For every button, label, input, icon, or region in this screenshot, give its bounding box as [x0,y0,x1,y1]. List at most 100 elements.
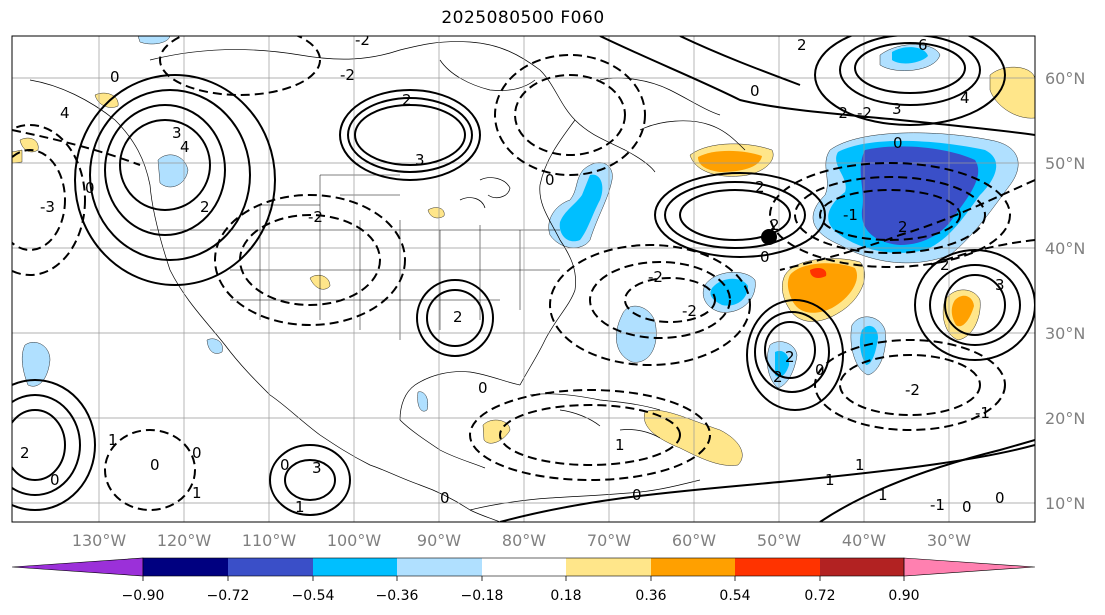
contour-high-canada [339,89,481,181]
contour-south [499,444,1035,522]
contour-label: 0 [962,498,972,516]
map-frame [11,35,1036,523]
lon-label: 130°W [72,531,127,550]
lat-label: 50°N [1045,154,1085,173]
contour-label: 2 [785,348,795,366]
contour-label: 0 [893,134,903,152]
contour-low-us [239,214,381,306]
contour-low-central [549,244,751,366]
contour-low-west [12,124,86,276]
contour-label: 6 [918,36,928,54]
contour-high-atlantic [664,181,806,249]
shade-light-blue [417,391,428,412]
contour-label: 2 [200,198,210,216]
lon-label: 80°W [502,531,546,550]
contour-label: 3 [312,459,322,477]
contour-label: 2 [402,91,412,109]
contour-label: -2 [905,381,920,399]
contour-low-band [779,179,1035,271]
contour-low-atlantic [769,162,1011,268]
contour-high-gulf [426,289,484,347]
lat-label: 40°N [1045,239,1085,258]
contour-low-carib [499,404,681,466]
shade-red [810,268,827,278]
contour-high-sw [12,394,81,496]
graticule [12,36,1035,522]
latitude-labels: 60°N 50°N 40°N 30°N 20°N 10°N [1045,69,1085,513]
shade-light-blue [206,338,223,354]
contour-label: 3 [172,124,182,142]
contour-high-east [944,274,1006,336]
contour-high-north [854,42,966,94]
shade-orange [698,150,762,172]
coastlines [29,41,746,522]
colorbar-tick-label: 0.18 [550,588,581,604]
contour-low-canada [494,54,646,176]
contour-label: 0 [280,456,290,474]
contour-high-gulf [416,279,494,357]
lon-label: 40°W [842,531,886,550]
lat-label: 60°N [1045,69,1085,88]
contour-label: 2 [773,368,783,386]
contour-low-band [12,129,141,166]
lon-label: 50°W [757,531,801,550]
contour-high-sw [12,409,66,481]
colorbar-bin [820,558,904,576]
lon-label: 100°W [327,531,382,550]
lon-label: 60°W [672,531,716,550]
contour-label: 0 [192,444,202,462]
contour-low-west [12,149,66,251]
contour-label: 0 [150,456,160,474]
contour-label: 0 [750,82,760,100]
contour-high-mexico [284,459,336,501]
contour-label: 2 [20,444,30,462]
contour-label: -2 [833,104,848,122]
lon-label: 110°W [242,531,297,550]
contour-high-mexico [269,444,351,516]
contour-label: 0 [110,68,120,86]
contour-low-atlantic [794,176,986,254]
shade-yellow [94,92,119,108]
contour-label: -3 [40,198,55,216]
contour-high-north [839,36,981,106]
shade-yellow [989,66,1035,119]
contour-label: 0 [760,248,770,266]
shade-light-blue [157,154,189,188]
colorbar-bin [228,558,313,576]
shade-blue [775,350,790,377]
point-marker [761,229,777,245]
contour-low-east [814,339,1006,431]
longitude-labels: 130°W 120°W 110°W 100°W 90°W 80°W 70°W 6… [72,531,971,550]
contour-low-sw [104,429,196,511]
contour-label: 4 [960,89,970,107]
contour-high-mid [746,299,844,411]
map-title: 2025080500 F060 [441,8,605,28]
contour-label: -2 [857,104,872,122]
contour-label: 3 [892,100,902,118]
contour-low-atlantic [819,189,961,241]
contour-label: -1 [975,404,990,422]
contour-label: 1 [192,484,202,502]
contours-positive [12,36,1035,522]
contour-label: 2 [770,216,780,234]
contour-high-canada [354,104,466,166]
contour-label: 0 [995,489,1005,507]
contour-label: 1 [295,498,305,516]
lat-label: 20°N [1045,409,1085,428]
colorbar-bin [651,558,735,576]
contour-high-east [929,264,1021,346]
contour-label: 0 [85,179,95,197]
contour-ne [679,36,801,86]
contour-label: 2 [755,178,765,196]
colorbar: −0.90 −0.72 −0.54 −0.36 −0.18 0.18 0.36 … [11,557,1036,604]
lon-label: 30°W [927,531,971,550]
shade-blue [892,47,928,64]
contour-label: 1 [855,456,865,474]
colorbar-bin [143,558,228,576]
contour-label: 2 [898,218,908,236]
contour-label: 3 [995,276,1005,294]
colorbar-tick-label: −0.36 [376,588,419,604]
colorbar-tick-label: −0.72 [207,588,250,604]
contour-low-carib [469,389,711,481]
